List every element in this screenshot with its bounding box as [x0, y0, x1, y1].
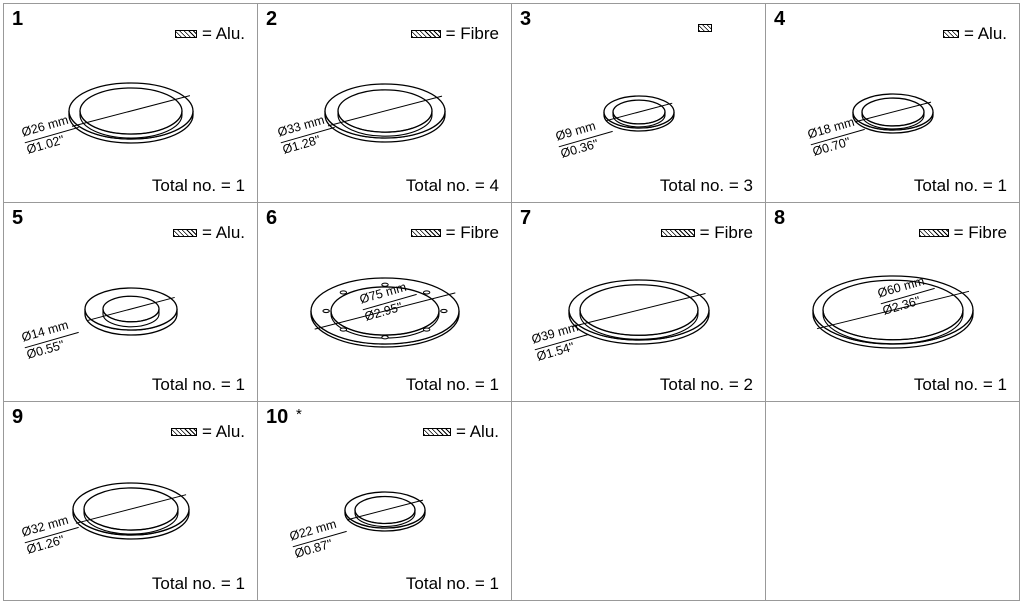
material-label: = Alu. — [202, 223, 245, 243]
total-count: Total no. = 1 — [152, 176, 245, 196]
washer-illustration — [75, 278, 187, 350]
cell-number: 4 — [774, 8, 785, 31]
parts-cell — [766, 402, 1020, 601]
total-value: 1 — [236, 574, 245, 593]
total-value: 1 — [490, 574, 499, 593]
parts-cell: 6= FibreØ75 mmØ2.95"Total no. = 1 — [258, 203, 512, 402]
dimension-label: Ø14 mmØ0.55" — [20, 316, 83, 363]
material-legend: = Fibre — [919, 223, 1007, 243]
parts-cell — [512, 402, 766, 601]
material-label: = Alu. — [456, 422, 499, 442]
hatch-swatch-icon — [171, 428, 197, 436]
material-label: = Fibre — [700, 223, 753, 243]
total-value: 1 — [490, 375, 499, 394]
total-count: Total no. = 3 — [660, 176, 753, 196]
washer-illustration — [315, 74, 455, 156]
total-count: Total no. = 4 — [406, 176, 499, 196]
parts-cell: 7= FibreØ39 mmØ1.54"Total no. = 2 — [512, 203, 766, 402]
cell-number: 6 — [266, 207, 277, 230]
cell-note: * — [296, 406, 302, 423]
total-value: 1 — [998, 375, 1007, 394]
parts-cell: 2= FibreØ33 mmØ1.28"Total no. = 4 — [258, 4, 512, 203]
hatch-swatch-icon — [423, 428, 451, 436]
total-value: 1 — [236, 176, 245, 195]
washer-illustration — [335, 482, 435, 544]
material-text: Fibre — [460, 24, 499, 43]
cell-number: 5 — [12, 207, 23, 230]
material-legend: = Alu. — [175, 24, 245, 44]
material-legend: = Alu. — [943, 24, 1007, 44]
washer-illustration — [59, 73, 203, 157]
material-label: = Fibre — [446, 223, 499, 243]
hatch-swatch-icon — [175, 30, 197, 38]
hatch-swatch-icon — [698, 24, 712, 32]
material-label: = Alu. — [964, 24, 1007, 44]
total-value: 4 — [490, 176, 499, 195]
hatch-swatch-icon — [661, 229, 695, 237]
parts-grid: 1= Alu.Ø26 mmØ1.02"Total no. = 12= Fibre… — [3, 3, 1020, 601]
material-text: Alu. — [216, 24, 245, 43]
material-text: Fibre — [968, 223, 1007, 242]
dimension-label: Ø22 mmØ0.87" — [288, 515, 351, 562]
material-text: Fibre — [714, 223, 753, 242]
material-label: = Alu. — [202, 422, 245, 442]
hatch-swatch-icon — [411, 229, 441, 237]
cell-number: 7 — [520, 207, 531, 230]
cell-number: 10 — [266, 406, 288, 429]
total-value: 2 — [744, 375, 753, 394]
dimension-label: Ø9 mmØ0.36" — [554, 115, 617, 162]
parts-cell: 5 = Alu. Ø14 mmØ0.55" Total no. = 1 — [4, 203, 258, 402]
material-legend — [698, 24, 717, 32]
parts-cell: 10 * = Alu. Ø22 mmØ0.87" Total no. = 1 — [258, 402, 512, 601]
parts-cell: 8= FibreØ60 mmØ2.36"Total no. = 1 — [766, 203, 1020, 402]
material-legend: = Fibre — [661, 223, 753, 243]
total-count: Total no. = 1 — [152, 375, 245, 395]
parts-cell: 4 = Alu. Ø18 mmØ0.70" Total no. = 1 — [766, 4, 1020, 203]
total-value: 1 — [236, 375, 245, 394]
parts-cell: 9= Alu.Ø32 mmØ1.26"Total no. = 1 — [4, 402, 258, 601]
material-legend: = Alu. — [423, 422, 499, 442]
total-value: 1 — [998, 176, 1007, 195]
material-text: Alu. — [216, 422, 245, 441]
total-count: Total no. = 1 — [914, 176, 1007, 196]
total-count: Total no. = 1 — [406, 574, 499, 594]
material-legend: = Alu. — [171, 422, 245, 442]
material-legend: = Alu. — [173, 223, 245, 243]
cell-number: 8 — [774, 207, 785, 230]
material-text: Alu. — [216, 223, 245, 242]
total-count: Total no. = 1 — [914, 375, 1007, 395]
material-label: = Fibre — [954, 223, 1007, 243]
material-text: Fibre — [460, 223, 499, 242]
total-value: 3 — [744, 176, 753, 195]
dimension-label: Ø18 mmØ0.70" — [806, 113, 869, 160]
material-legend: = Fibre — [411, 24, 499, 44]
hatch-swatch-icon — [943, 30, 959, 38]
material-text: Alu. — [978, 24, 1007, 43]
parts-cell: 1= Alu.Ø26 mmØ1.02"Total no. = 1 — [4, 4, 258, 203]
material-label: = Fibre — [446, 24, 499, 44]
cell-number: 1 — [12, 8, 23, 31]
material-label: = Alu. — [202, 24, 245, 44]
washer-illustration — [63, 473, 199, 553]
cell-number: 3 — [520, 8, 531, 31]
total-count: Total no. = 2 — [660, 375, 753, 395]
total-count: Total no. = 1 — [406, 375, 499, 395]
hatch-swatch-icon — [173, 229, 197, 237]
hatch-swatch-icon — [919, 229, 949, 237]
hatch-swatch-icon — [411, 30, 441, 38]
cell-number: 9 — [12, 406, 23, 429]
material-legend: = Fibre — [411, 223, 499, 243]
parts-cell: 3 Ø9 mmØ0.36" Total no. = 3 — [512, 4, 766, 203]
cell-number: 2 — [266, 8, 277, 31]
material-text: Alu. — [470, 422, 499, 441]
total-count: Total no. = 1 — [152, 574, 245, 594]
